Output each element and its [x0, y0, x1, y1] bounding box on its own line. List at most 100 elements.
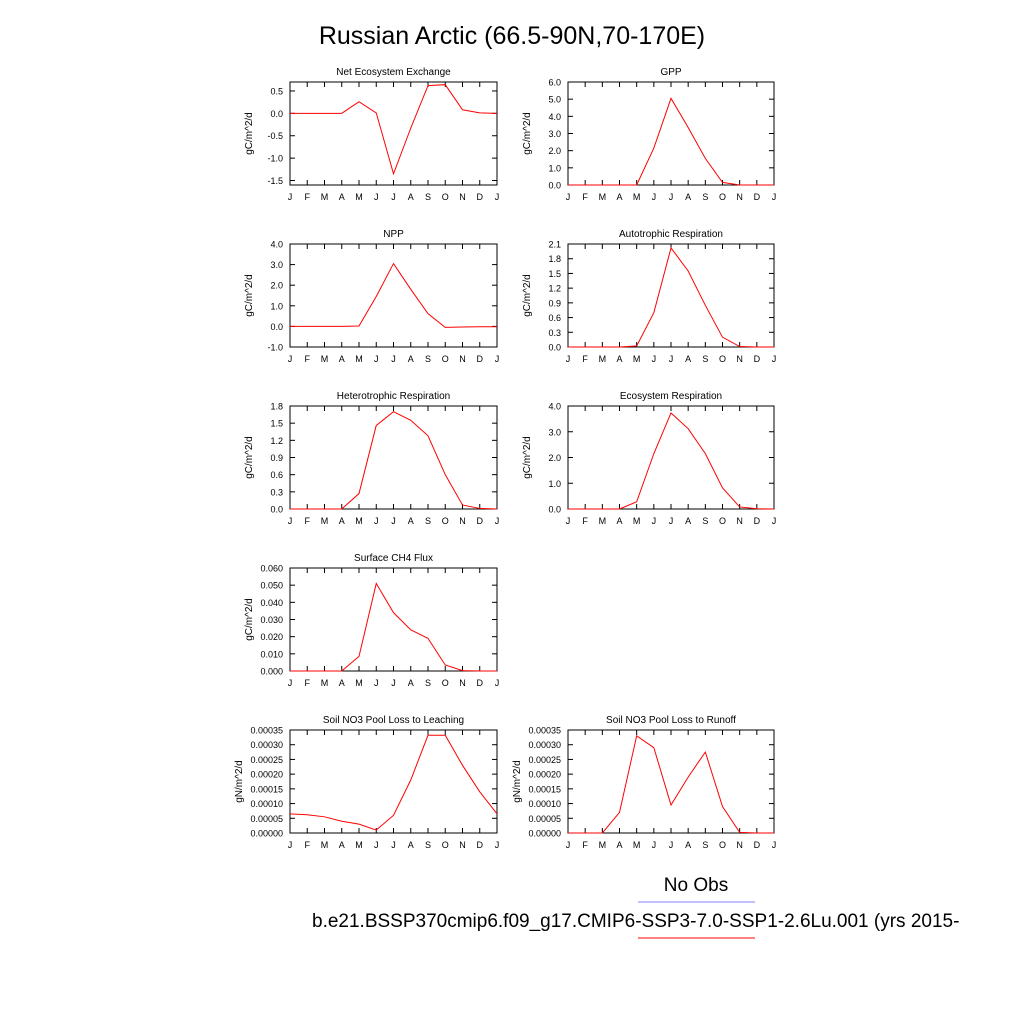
x-tick-label: S [425, 840, 431, 850]
x-tick-label: A [616, 840, 622, 850]
x-tick-label: J [652, 192, 657, 202]
y-axis-label: gC/m^2/d [522, 436, 533, 479]
y-tick-label: -0.5 [267, 131, 283, 141]
panel-title: Net Ecosystem Exchange [336, 67, 451, 78]
x-tick-label: A [685, 516, 691, 526]
x-tick-label: S [702, 840, 708, 850]
x-tick-label: O [719, 840, 726, 850]
x-tick-label: J [669, 192, 674, 202]
y-tick-label: 2.1 [548, 240, 561, 250]
y-tick-label: 1.2 [270, 436, 283, 446]
x-tick-label: M [355, 192, 363, 202]
y-axis-label: gC/m^2/d [244, 112, 255, 155]
series-line [290, 84, 498, 176]
x-tick-label: M [633, 840, 641, 850]
x-tick-label: A [339, 354, 345, 364]
x-tick-label: F [305, 192, 311, 202]
y-axis-label: gN/m^2/d [234, 760, 245, 803]
y-tick-label: 0.00000 [250, 829, 283, 839]
x-tick-label: D [477, 840, 484, 850]
plot-frame [289, 243, 498, 348]
x-tick-label: J [772, 516, 777, 526]
x-tick-label: J [669, 840, 674, 850]
y-tick-label: 0.0 [270, 505, 283, 515]
legend-obs-label: No Obs [664, 875, 728, 896]
y-tick-label: -1.0 [267, 343, 283, 353]
x-tick-label: N [459, 840, 466, 850]
x-tick-label: M [321, 678, 329, 688]
series-line [289, 734, 498, 831]
plot-frame [567, 405, 775, 510]
x-tick-label: M [633, 516, 641, 526]
y-tick-label: 2.0 [548, 453, 561, 463]
x-tick-label: J [495, 678, 500, 688]
x-tick-label: A [685, 840, 691, 850]
x-tick-label: J [391, 840, 396, 850]
y-tick-label: 0.5 [270, 86, 283, 96]
x-tick-label: J [495, 840, 500, 850]
y-tick-label: 0.00020 [528, 770, 561, 780]
x-tick-label: M [633, 192, 641, 202]
series-line [290, 582, 497, 672]
x-tick-label: O [442, 678, 449, 688]
panel-title: Ecosystem Respiration [620, 391, 722, 402]
x-tick-label: S [425, 678, 431, 688]
x-tick-label: A [339, 678, 345, 688]
x-tick-label: J [391, 678, 396, 688]
y-tick-label: 1.2 [548, 284, 561, 294]
x-tick-label: A [339, 192, 345, 202]
y-tick-label: 0.00005 [528, 814, 561, 824]
x-tick-label: O [442, 192, 449, 202]
x-tick-label: D [477, 678, 484, 688]
x-tick-label: A [408, 678, 414, 688]
y-tick-label: 0.00035 [250, 726, 283, 736]
y-tick-label: 0.00010 [528, 799, 561, 809]
x-tick-label: M [355, 354, 363, 364]
y-tick-label: 0.00030 [528, 740, 561, 750]
x-tick-label: J [374, 678, 379, 688]
y-tick-label: 0.6 [270, 470, 283, 480]
series-line [290, 262, 497, 328]
plot-frame [289, 405, 498, 510]
x-tick-label: A [616, 516, 622, 526]
y-tick-label: 0.0 [548, 181, 561, 191]
y-tick-label: 4.0 [270, 240, 283, 250]
x-tick-label: S [425, 354, 431, 364]
x-tick-label: N [459, 354, 466, 364]
legend-model-label: b.e21.BSSP370cmip6.f09_g17.CMIP6-SSP3-7.… [312, 911, 959, 932]
x-tick-label: J [288, 840, 293, 850]
y-tick-label: 0.3 [548, 328, 561, 338]
x-tick-label: J [566, 516, 571, 526]
x-tick-label: F [582, 516, 588, 526]
x-tick-label: J [495, 354, 500, 364]
x-tick-label: J [288, 516, 293, 526]
x-tick-label: S [702, 354, 708, 364]
x-tick-label: J [495, 192, 500, 202]
x-tick-label: A [339, 516, 345, 526]
x-tick-label: F [305, 840, 311, 850]
x-tick-label: M [321, 354, 329, 364]
x-tick-label: A [408, 516, 414, 526]
y-tick-label: 0.00025 [528, 755, 561, 765]
y-tick-label: 0.060 [260, 564, 283, 574]
plot-frame [289, 567, 498, 672]
panel-title: GPP [660, 67, 681, 78]
x-tick-label: M [599, 840, 607, 850]
x-tick-label: J [566, 840, 571, 850]
panel-title: Soil NO3 Pool Loss to Runoff [606, 715, 736, 726]
x-tick-label: A [408, 840, 414, 850]
y-tick-label: 0.00005 [250, 814, 283, 824]
x-tick-label: M [599, 192, 607, 202]
x-tick-label: J [652, 354, 657, 364]
x-tick-label: M [355, 840, 363, 850]
y-tick-label: 0.9 [270, 453, 283, 463]
x-tick-label: J [566, 192, 571, 202]
x-tick-label: O [719, 354, 726, 364]
x-tick-label: A [339, 840, 345, 850]
x-tick-label: A [616, 354, 622, 364]
x-tick-label: J [772, 192, 777, 202]
